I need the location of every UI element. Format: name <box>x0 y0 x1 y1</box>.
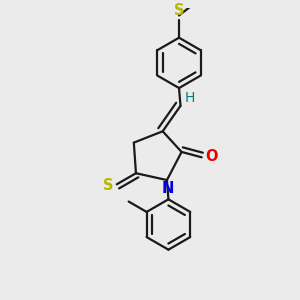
Text: N: N <box>162 181 174 196</box>
Text: S: S <box>174 3 184 18</box>
Text: H: H <box>184 91 195 105</box>
Text: S: S <box>103 178 113 193</box>
Text: O: O <box>205 149 218 164</box>
